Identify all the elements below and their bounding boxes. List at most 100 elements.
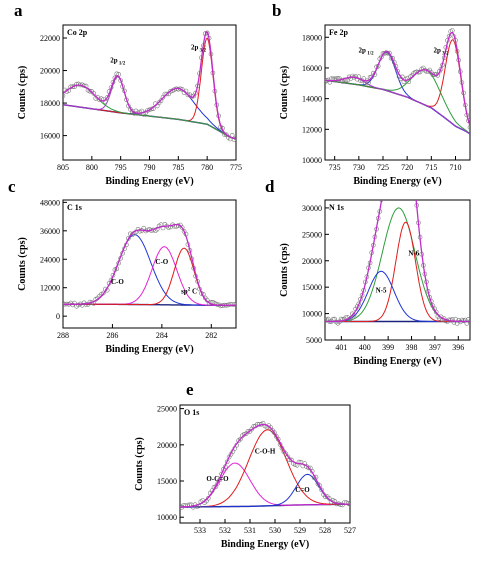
data-point: [397, 110, 401, 114]
component-peak: [63, 246, 236, 306]
data-point: [350, 73, 355, 79]
y-tick-label: 15000: [302, 283, 322, 292]
y-tick-label: 18000: [302, 33, 322, 42]
chart-a: 805 800 795 790 785 780 775 16000 18000 20000 2200…: [14, 1, 242, 187]
x-tick-label: 775: [230, 163, 242, 172]
x-tick-label: 532: [219, 526, 231, 535]
data-point: [392, 132, 396, 136]
y-tick-label: 16000: [40, 132, 60, 141]
y-tick-label: 16000: [302, 64, 322, 73]
data-point: [405, 113, 409, 117]
data-point: [306, 465, 311, 471]
data-point: [104, 95, 110, 100]
data-point: [402, 105, 406, 109]
x-tick-label: 785: [172, 163, 184, 172]
data-point: [204, 30, 210, 36]
y-tick-label: 10000: [302, 310, 322, 319]
panel-title: N 1s: [329, 203, 344, 212]
x-tick-label: 795: [115, 163, 127, 172]
data-point: [348, 76, 354, 81]
x-tick-label: 282: [205, 331, 217, 340]
data-point: [396, 114, 400, 118]
background-line: [325, 79, 470, 135]
y-tick-label: 12000: [40, 284, 60, 293]
x-tick-label: 399: [382, 343, 394, 352]
data-point: [108, 277, 114, 283]
x-axis-label: Binding Energy (eV): [353, 176, 441, 187]
y-tick-label: 20000: [302, 257, 322, 266]
peak-annotation: N-5: [376, 286, 387, 294]
x-axis-label: Binding Energy (eV): [353, 356, 441, 367]
x-tick-label: 715: [425, 163, 437, 172]
component-peak: [325, 207, 470, 322]
data-point: [399, 103, 403, 107]
x-tick-label: 529: [294, 526, 306, 535]
y-axis-label: Counts (cps): [134, 437, 145, 491]
data-point: [158, 98, 164, 103]
data-point: [185, 92, 191, 98]
component-peak: [325, 51, 470, 135]
data-point: [369, 74, 375, 80]
panel-letter: e: [186, 380, 194, 399]
panel-title: Co 2p: [67, 28, 88, 37]
x-tick-label: 530: [269, 526, 281, 535]
x-tick-label: 805: [57, 163, 69, 172]
x-tick-label: 397: [429, 343, 441, 352]
data-point: [149, 106, 154, 112]
data-point: [233, 301, 236, 307]
panel-title: Fe 2p: [329, 28, 348, 37]
y-axis-label: Counts (cps): [17, 237, 28, 291]
y-tick-label: 0: [56, 312, 60, 321]
x-tick-label: 527: [344, 526, 356, 535]
y-tick-label: 12000: [302, 125, 322, 134]
data-point: [395, 68, 400, 74]
y-tick-label: 48000: [40, 198, 60, 207]
data-point: [408, 141, 412, 145]
data-point: [387, 50, 392, 56]
component-peak: [63, 87, 236, 140]
chart-c: 288 286 284 282 0 12000 24000 36000 48000 Binding…: [8, 177, 237, 355]
data-point: [416, 69, 421, 75]
peak-annotation: O-C=O: [206, 475, 229, 483]
y-tick-label: 36000: [40, 227, 60, 236]
x-tick-label: 288: [57, 331, 69, 340]
panel-title: O 1s: [184, 408, 199, 417]
y-tick-label: 24000: [40, 255, 60, 264]
peak-annotation: N-6: [408, 249, 419, 257]
data-point: [145, 108, 150, 113]
x-tick-label: 735: [329, 163, 341, 172]
data-point: [289, 457, 294, 463]
plot-frame: [324, 24, 471, 161]
panel-letter: d: [265, 177, 275, 196]
panel-title: C 1s: [67, 203, 82, 212]
data-point: [238, 436, 243, 442]
y-tick-label: 5000: [306, 336, 322, 345]
chart-e: 533 532 531 530 529 528 527 10000 15000 20000 2500…: [134, 380, 356, 550]
chart-b: 735 730 725 720 715 710 10000 12000 14000 16000 18…: [272, 1, 471, 187]
data-point: [325, 317, 328, 322]
component-peak: [325, 221, 470, 322]
x-axis-label: Binding Energy (eV): [105, 344, 193, 355]
data-point: [63, 93, 66, 99]
data-point: [338, 502, 343, 508]
envelope-fit: [325, 200, 470, 323]
x-tick-label: 286: [106, 331, 118, 340]
data-point: [164, 91, 170, 97]
component-peak: [325, 76, 470, 135]
data-point: [219, 471, 224, 477]
x-axis-label: Binding Energy (eV): [105, 176, 193, 187]
data-point: [456, 318, 462, 323]
data-point: [407, 125, 411, 129]
data-point: [91, 91, 97, 96]
x-tick-label: 531: [244, 526, 256, 535]
peak-annotation: C-O: [111, 278, 124, 286]
y-tick-label: 30000: [302, 204, 322, 213]
data-point: [317, 483, 323, 489]
peak-annotation: 2p 3/2: [433, 47, 449, 57]
y-tick-label: 25000: [157, 405, 177, 414]
data-point: [193, 90, 198, 96]
x-tick-label: 725: [377, 163, 389, 172]
panel-letter: b: [272, 1, 281, 20]
x-axis-label: Binding Energy (eV): [221, 539, 309, 550]
component-peak: [325, 69, 470, 134]
